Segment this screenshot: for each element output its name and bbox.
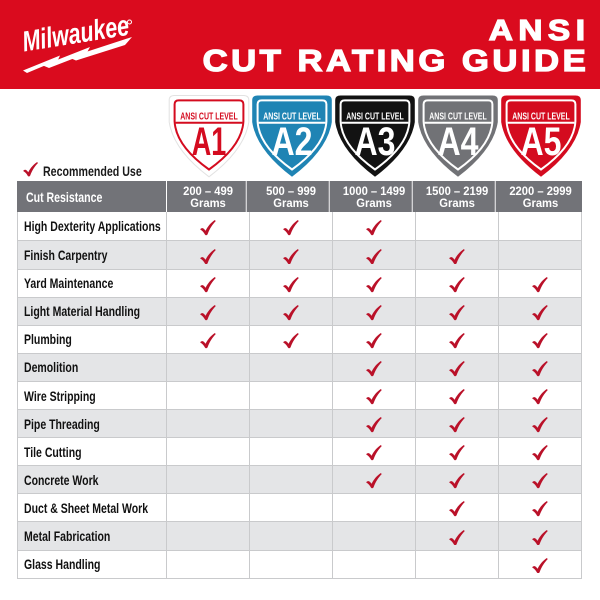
svg-text:A5: A5: [521, 120, 562, 164]
svg-text:A4: A4: [438, 120, 479, 164]
svg-text:ANSI CUT LEVEL: ANSI CUT LEVEL: [180, 110, 238, 122]
svg-text:A3: A3: [355, 120, 396, 164]
svg-text:ANSI CUT LEVEL: ANSI CUT LEVEL: [429, 110, 487, 122]
svg-text:A1: A1: [192, 120, 227, 164]
svg-text:A2: A2: [272, 120, 313, 164]
svg-text:Milwaukee: Milwaukee: [23, 15, 131, 58]
svg-text:ANSI CUT LEVEL: ANSI CUT LEVEL: [263, 110, 321, 122]
svg-text:ANSI CUT LEVEL: ANSI CUT LEVEL: [346, 110, 404, 122]
svg-text:ANSI CUT LEVEL: ANSI CUT LEVEL: [512, 110, 570, 122]
